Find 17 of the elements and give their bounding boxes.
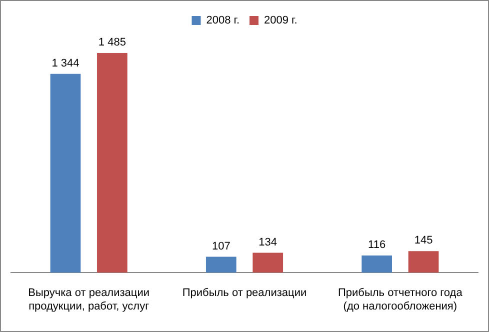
x-tick-label: Прибыль от реализации xyxy=(182,287,307,300)
legend-label: 2008 г. xyxy=(206,14,240,27)
bar xyxy=(97,53,128,273)
bar xyxy=(50,74,81,273)
data-label: 116 xyxy=(368,238,386,251)
data-label: 107 xyxy=(212,240,230,252)
bar xyxy=(206,256,236,273)
x-tick-label: Выручка от реализации продукции, работ, услуг xyxy=(28,287,150,312)
data-label: 1 344 xyxy=(52,57,80,70)
bar xyxy=(362,255,392,273)
x-tick-label: Прибыль отчетного года (до налогообложения) xyxy=(338,287,464,312)
data-label: 145 xyxy=(414,234,433,247)
bar xyxy=(408,251,439,273)
bar xyxy=(252,252,284,273)
data-label: 1 485 xyxy=(98,36,126,49)
data-label: 134 xyxy=(258,236,278,248)
legend-label: 2009 г. xyxy=(264,14,298,27)
